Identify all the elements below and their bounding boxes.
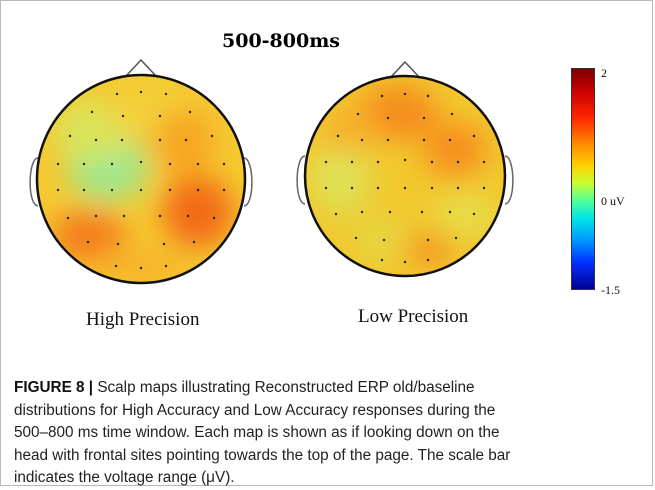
caption-line-1: Scalp maps illustrating Reconstructed ER… (97, 379, 475, 396)
figure-area: 500-800ms (29, 30, 625, 330)
caption-label: FIGURE 8 | (14, 379, 98, 396)
scalp-maps (29, 58, 514, 285)
nose-icon (125, 58, 157, 77)
colorbar-mid-label: 0 uV (601, 194, 625, 208)
caption-line-2: distributions for High Accuracy and Low … (14, 401, 496, 419)
map-label-low-precision: Low Precision (358, 306, 469, 327)
scalp-map-high-precision (29, 58, 253, 285)
caption-line-5: indicates the voltage range (μV). (14, 469, 235, 486)
colorbar-min-label: -1.5 (601, 283, 620, 297)
right-ear-icon (243, 157, 253, 207)
caption-line-3: 500–800 ms time window. Each map is show… (14, 424, 500, 441)
voltage-colorbar (571, 68, 595, 290)
left-ear-icon (29, 157, 39, 207)
figure-title: 500-800ms (222, 30, 341, 52)
left-ear-icon (296, 155, 306, 205)
caption-line-4: head with frontal sites pointing towards… (14, 446, 511, 464)
electrode-dots (324, 92, 486, 264)
right-ear-icon (504, 155, 514, 205)
nose-icon (389, 60, 421, 79)
map-label-high-precision: High Precision (86, 309, 200, 330)
colorbar-max-label: 2 (601, 66, 607, 80)
electrode-dots (56, 90, 226, 270)
figure-caption: FIGURE 8 | Scalp maps illustrating Recon… (14, 377, 644, 490)
scalp-map-low-precision (296, 60, 514, 278)
